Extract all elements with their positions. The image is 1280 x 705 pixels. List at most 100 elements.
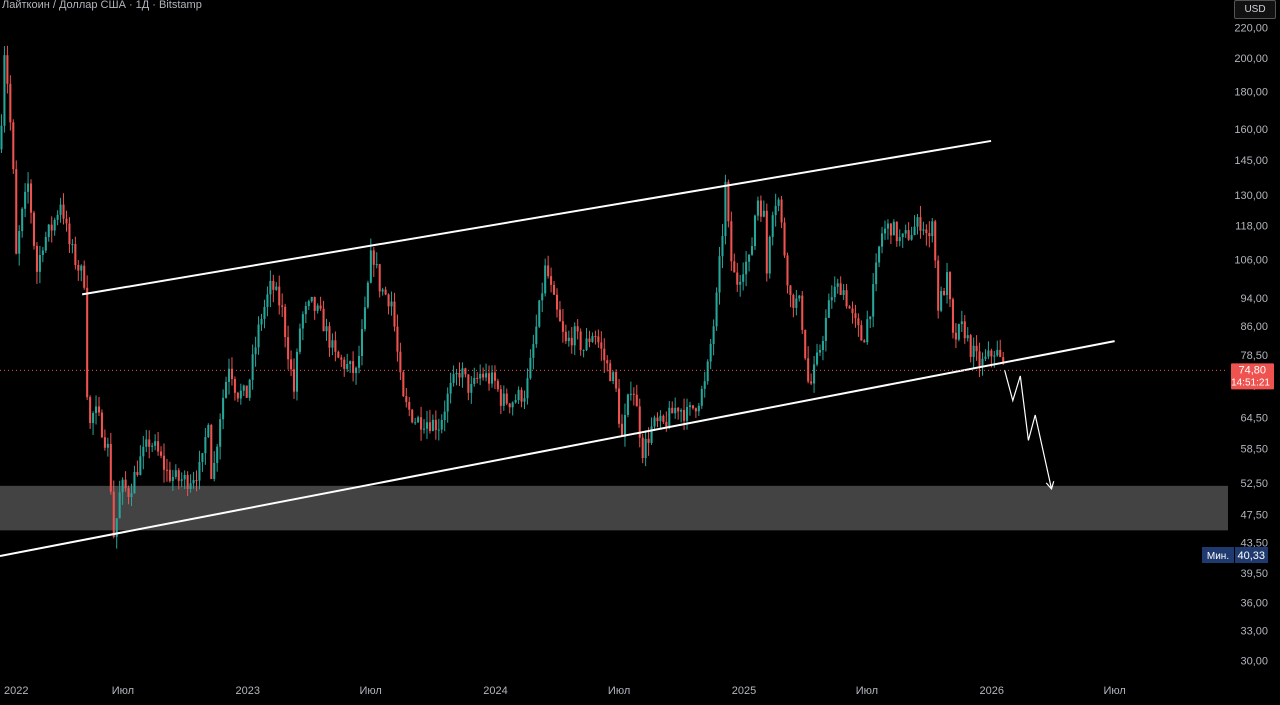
candle-body bbox=[987, 350, 990, 357]
candle-body bbox=[680, 410, 683, 412]
candle-body bbox=[937, 260, 940, 311]
candle-body bbox=[860, 325, 863, 341]
candle-body bbox=[629, 393, 632, 395]
support-zone-layer bbox=[0, 485, 1228, 531]
candle-body bbox=[440, 419, 443, 430]
price-tick-label: 160,00 bbox=[1234, 124, 1268, 136]
candle-body bbox=[765, 210, 768, 274]
candle-body bbox=[210, 424, 213, 479]
candle-body bbox=[618, 388, 621, 424]
candle-body bbox=[292, 369, 296, 392]
candle-body bbox=[691, 405, 694, 409]
candle-body bbox=[514, 400, 517, 403]
price-tick-label: 86,00 bbox=[1240, 321, 1268, 333]
candle-body bbox=[236, 392, 239, 399]
candle-body bbox=[683, 410, 686, 421]
candle-body bbox=[322, 308, 325, 332]
time-tick-label: 2024 bbox=[483, 685, 507, 697]
candle-body bbox=[375, 264, 378, 266]
candle-body bbox=[635, 394, 638, 407]
candle-body bbox=[940, 291, 943, 311]
candle-body bbox=[414, 422, 417, 424]
candle-body bbox=[815, 352, 819, 365]
candle-body bbox=[600, 342, 603, 349]
candle-body bbox=[641, 437, 644, 459]
candle-body bbox=[750, 246, 754, 255]
candle-body bbox=[198, 462, 201, 481]
candle-body bbox=[659, 415, 662, 422]
candle-body bbox=[745, 261, 748, 275]
candle-body bbox=[736, 272, 739, 285]
candle-body bbox=[204, 437, 207, 454]
candle-body bbox=[943, 291, 946, 296]
candle-body bbox=[408, 401, 411, 410]
candle-body bbox=[688, 405, 692, 408]
candle-body bbox=[24, 191, 27, 209]
candle-body bbox=[94, 406, 98, 414]
candle-body bbox=[789, 285, 792, 296]
candle-body bbox=[183, 474, 186, 480]
candle-body bbox=[21, 208, 24, 232]
candle-body bbox=[384, 289, 387, 295]
candle-body bbox=[824, 317, 827, 341]
candle-body bbox=[851, 308, 854, 314]
candle-body bbox=[431, 419, 434, 431]
candle-body bbox=[257, 324, 260, 348]
min-value-box bbox=[1235, 547, 1268, 563]
candle-body bbox=[74, 244, 77, 266]
candle-body bbox=[922, 229, 925, 231]
candle-body bbox=[227, 368, 231, 382]
candle-body bbox=[301, 314, 304, 329]
candle-body bbox=[594, 336, 597, 338]
candle-body bbox=[978, 351, 981, 368]
candle-body bbox=[913, 226, 916, 236]
candle-body bbox=[606, 360, 609, 364]
candle-body bbox=[488, 373, 491, 384]
candle-body bbox=[346, 364, 349, 369]
forecast-path bbox=[1004, 370, 1053, 490]
candle-body bbox=[904, 230, 907, 234]
candle-body bbox=[795, 298, 798, 308]
candle-body bbox=[647, 438, 650, 443]
currency-badge[interactable]: USD bbox=[1234, 0, 1276, 19]
candle-body bbox=[842, 290, 845, 295]
candle-body bbox=[742, 274, 745, 282]
candle-body bbox=[609, 363, 612, 381]
candle-body bbox=[278, 286, 281, 306]
candle-body bbox=[517, 389, 520, 401]
candle-body bbox=[966, 335, 969, 339]
candle-body bbox=[753, 215, 757, 247]
candle-body bbox=[662, 415, 665, 422]
candle-body bbox=[307, 301, 310, 307]
candle-body bbox=[553, 284, 556, 295]
candle-body bbox=[538, 300, 541, 327]
candle-body bbox=[576, 326, 579, 332]
candle-body bbox=[130, 493, 133, 498]
candle-body bbox=[97, 406, 101, 413]
candle-body bbox=[248, 379, 251, 398]
candle-body bbox=[727, 181, 730, 222]
candle-body bbox=[165, 469, 168, 471]
candle-body bbox=[798, 295, 801, 299]
candle-body bbox=[703, 381, 706, 389]
candle-body bbox=[313, 296, 316, 311]
candle-body bbox=[225, 381, 228, 398]
candle-body bbox=[810, 381, 813, 384]
candle-body bbox=[366, 282, 369, 308]
candle-body bbox=[464, 368, 467, 375]
candle-body bbox=[393, 301, 396, 327]
forecast-arrowhead bbox=[1045, 481, 1055, 491]
support-zone bbox=[0, 485, 1228, 531]
candle-body bbox=[706, 361, 709, 382]
candle-body bbox=[50, 224, 53, 231]
candle-body bbox=[597, 336, 600, 343]
candle-body bbox=[954, 332, 957, 340]
candle-body bbox=[529, 357, 532, 379]
candle-body bbox=[653, 417, 656, 427]
candle-body bbox=[490, 372, 494, 384]
candle-body bbox=[898, 237, 901, 242]
candle-body bbox=[632, 393, 635, 395]
candle-body bbox=[77, 265, 80, 271]
